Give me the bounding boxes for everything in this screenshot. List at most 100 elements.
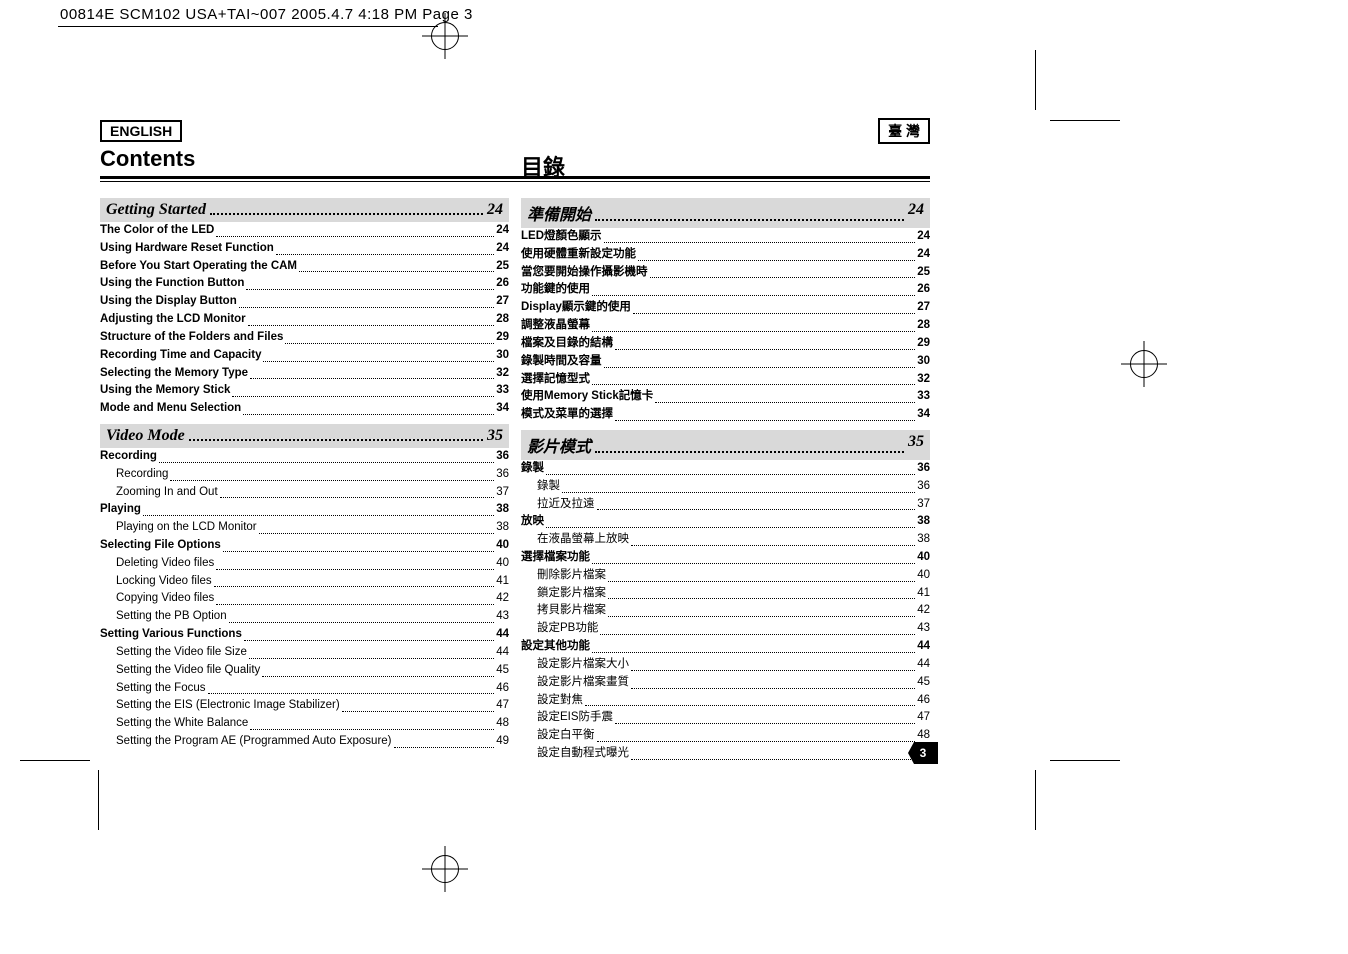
toc-row: Setting the Focus 46 (100, 680, 509, 698)
dot-leader (299, 258, 494, 273)
dot-leader (650, 264, 916, 279)
toc-item-label: 拉近及拉遠 (537, 496, 595, 514)
toc-item-page: 43 (917, 620, 930, 638)
toc-item-label: 選擇記憶型式 (521, 371, 590, 389)
dot-leader (604, 228, 916, 243)
toc-item-page: 30 (496, 347, 509, 365)
toc-item-label: Setting the White Balance (116, 715, 248, 733)
dot-leader (250, 715, 494, 730)
dot-leader (170, 466, 494, 481)
toc-item-label: 在液晶螢幕上放映 (537, 531, 629, 549)
toc-item-label: 設定自動程式曝光 (537, 745, 629, 763)
toc-item-label: 錄製時間及容量 (521, 353, 602, 371)
dot-leader (159, 448, 494, 463)
toc-section-title: Getting Started (106, 201, 206, 219)
dot-leader (285, 329, 494, 344)
toc-item-page: 29 (496, 329, 509, 347)
toc-item-page: 28 (917, 317, 930, 335)
toc-item-label: 檔案及目錄的結構 (521, 335, 613, 353)
dot-leader (342, 697, 494, 712)
toc-row: 鎖定影片檔案 41 (521, 585, 930, 603)
toc-section-page: 35 (908, 433, 924, 457)
toc-item-label: 設定白平衡 (537, 727, 595, 745)
toc-section-band: 準備開始 24 (521, 198, 930, 228)
dot-leader (246, 275, 494, 290)
toc-item-label: 當您要開始操作攝影機時 (521, 264, 648, 282)
toc-section-band: 影片模式 35 (521, 430, 930, 460)
toc-item-label: Setting the Focus (116, 680, 206, 698)
toc-row: Selecting the Memory Type32 (100, 365, 509, 383)
toc-item-label: LED燈顏色顯示 (521, 228, 602, 246)
crop-mark (1035, 50, 1036, 110)
toc-item-page: 33 (496, 382, 509, 400)
toc-row: LED燈顏色顯示 24 (521, 228, 930, 246)
toc-item-page: 46 (496, 680, 509, 698)
toc-item-page: 27 (917, 299, 930, 317)
toc-item-label: Setting the Video file Quality (116, 662, 260, 680)
toc-row: 錄製36 (521, 478, 930, 496)
toc-section-page: 24 (908, 201, 924, 225)
dot-leader (262, 662, 494, 677)
toc-item-page: 41 (917, 585, 930, 603)
toc-row: 設定對焦46 (521, 692, 930, 710)
crop-mark (1050, 120, 1120, 121)
toc-item-page: 32 (496, 365, 509, 383)
toc-item-label: 鎖定影片檔案 (537, 585, 606, 603)
toc-item-page: 24 (917, 228, 930, 246)
toc-item-label: Adjusting the LCD Monitor (100, 311, 246, 329)
dot-leader (592, 371, 915, 386)
toc-row: 在液晶螢幕上放映38 (521, 531, 930, 549)
toc-row: Using the Function Button26 (100, 275, 509, 293)
toc-item-page: 33 (917, 388, 930, 406)
dot-leader (592, 638, 915, 653)
toc-item-page: 32 (917, 371, 930, 389)
toc-row: 調整液晶螢幕28 (521, 317, 930, 335)
dot-leader (259, 519, 495, 534)
toc-item-label: 使用Memory Stick記憶卡 (521, 388, 653, 406)
toc-item-page: 28 (496, 311, 509, 329)
toc-section-page: 24 (487, 201, 503, 219)
dot-leader (631, 674, 915, 689)
toc-item-label: 功能鍵的使用 (521, 281, 590, 299)
toc-item-page: 38 (917, 513, 930, 531)
dot-leader (600, 620, 915, 635)
toc-row: 刪除影片檔案 40 (521, 567, 930, 585)
toc-item-page: 44 (496, 626, 509, 644)
toc-item-label: Recording Time and Capacity (100, 347, 261, 365)
toc-row: Using the Display Button27 (100, 293, 509, 311)
lang-box-left: ENGLISH (100, 120, 182, 142)
dot-leader (208, 680, 495, 695)
toc-item-page: 40 (496, 537, 509, 555)
toc-item-label: 模式及菜單的選擇 (521, 406, 613, 424)
toc-section-title: 影片模式 (527, 433, 591, 457)
dot-leader (223, 537, 494, 552)
prepress-slug: 00814E SCM102 USA+TAI~007 2005.4.7 4:18 … (60, 6, 473, 23)
toc-item-page: 43 (496, 608, 509, 626)
toc-item-label: Mode and Menu Selection (100, 400, 241, 418)
toc-row: Setting the Video file Quality45 (100, 662, 509, 680)
toc-row: Setting the EIS (Electronic Image Stabil… (100, 697, 509, 715)
toc-item-label: Zooming In and Out (116, 484, 218, 502)
toc-item-label: Copying Video files (116, 590, 214, 608)
toc-item-page: 42 (917, 602, 930, 620)
toc-row: 設定其他功能44 (521, 638, 930, 656)
toc-section-title: 準備開始 (527, 201, 591, 225)
toc-item-label: 刪除影片檔案 (537, 567, 606, 585)
dot-leader (608, 602, 915, 617)
toc-item-label: Setting the PB Option (116, 608, 227, 626)
toc-item-page: 36 (496, 448, 509, 466)
toc-item-page: 36 (496, 466, 509, 484)
toc-item-label: Using the Memory Stick (100, 382, 230, 400)
dot-leader (250, 365, 494, 380)
toc-row: 功能鍵的使用26 (521, 281, 930, 299)
toc-item-page: 47 (917, 709, 930, 727)
dot-leader (592, 317, 915, 332)
toc-row: Setting the PB Option 43 (100, 608, 509, 626)
page-number-badge: 3 (908, 742, 938, 764)
toc-row: Before You Start Operating the CAM25 (100, 258, 509, 276)
dot-leader (585, 692, 915, 707)
toc-row: Playing38 (100, 501, 509, 519)
dot-leader (276, 240, 494, 255)
toc-item-page: 40 (917, 567, 930, 585)
heading-right: 目錄 (515, 150, 565, 182)
